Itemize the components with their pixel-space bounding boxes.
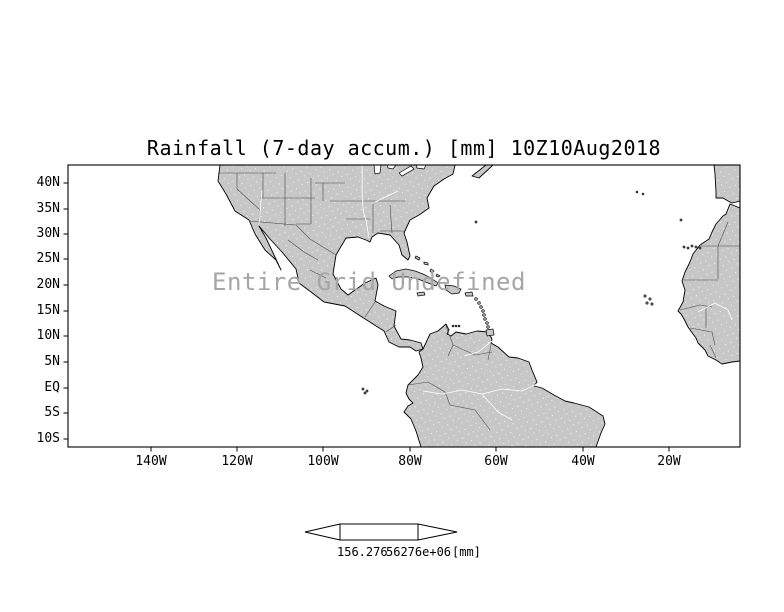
lon-tick-label: 100W (307, 454, 339, 469)
trinidad (485, 328, 495, 337)
lat-tick-label: 30N (36, 226, 60, 241)
rivers (258, 165, 733, 421)
africa-landmass (677, 203, 740, 365)
plot-title: Rainfall (7-day accum.) [mm] 10Z10Aug201… (146, 136, 662, 160)
lat-tick-label: 5N (44, 354, 60, 369)
map-frame (67, 164, 741, 448)
lat-tick-label: 10S (36, 431, 60, 446)
overlay-message: Entire Grid Undefined (212, 268, 526, 296)
lat-tick-label: 25N (36, 251, 60, 266)
lesser-antilles (451, 297, 490, 329)
colorbar-arrow (304, 523, 458, 541)
lon-tick-label: 80W (398, 454, 422, 469)
galapagos (361, 387, 365, 391)
iberia-landmass (713, 165, 740, 204)
colorbar-units-label: [mm] (452, 545, 481, 559)
lon-tick-label: 140W (135, 454, 167, 469)
lat-tick-label: 40N (36, 175, 60, 190)
lon-tick-label: 40W (571, 454, 595, 469)
cape-verde (643, 294, 647, 298)
political-borders (218, 172, 740, 431)
lat-tick-label: 10N (36, 328, 60, 343)
cuba (388, 268, 439, 287)
bermuda (474, 220, 478, 224)
colorbar-label-left: 156.276 (337, 545, 388, 559)
puerto-rico (464, 291, 474, 297)
lat-tick-label: 5S (44, 405, 60, 420)
canary-islands (682, 245, 686, 249)
lon-tick-label: 20W (657, 454, 681, 469)
madeira (679, 218, 683, 222)
great-lakes (373, 165, 427, 177)
ocean-islands (361, 190, 702, 395)
caribbean-islands (388, 255, 495, 337)
map-plot (63, 164, 741, 452)
lon-tick-label: 120W (221, 454, 253, 469)
lat-tick-label: 15N (36, 303, 60, 318)
azores (635, 190, 639, 194)
lat-tick-label: 35N (36, 201, 60, 216)
south-america-landmass (403, 323, 606, 447)
lat-tick-label: EQ (44, 380, 60, 395)
lat-axis-ticks (63, 182, 68, 440)
hispaniola (444, 284, 462, 295)
bahamas (414, 255, 441, 278)
nova-scotia (471, 165, 494, 179)
lon-axis-ticks (150, 447, 670, 452)
colorbar-label-right: 56276e+06 (386, 545, 452, 559)
lon-tick-label: 60W (484, 454, 508, 469)
lat-tick-label: 20N (36, 277, 60, 292)
north-america-landmass (217, 165, 456, 352)
jamaica (416, 291, 426, 297)
